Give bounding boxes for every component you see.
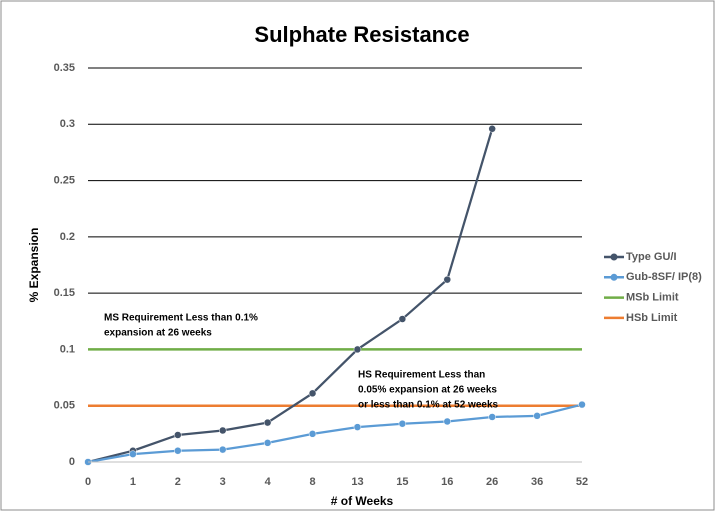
x-tick-label: 52 — [576, 476, 588, 488]
point — [353, 345, 362, 354]
y-tick-label: 0.2 — [60, 231, 75, 243]
y-tick-label: 0.05 — [54, 400, 75, 412]
annotation: HS Requirement Less than — [358, 370, 485, 381]
point — [488, 413, 496, 421]
legend-label: HSb Limit — [626, 312, 678, 324]
x-tick-label: 2 — [175, 476, 181, 488]
y-axis-label: % Expansion — [27, 228, 41, 303]
x-tick-label: 1 — [130, 476, 136, 488]
point — [398, 419, 407, 428]
point — [129, 450, 137, 458]
annotation: MS Requirement Less than 0.1% — [104, 313, 258, 324]
point — [398, 315, 407, 323]
point — [263, 439, 272, 447]
y-tick-label: 0 — [69, 456, 75, 468]
legend-label: Gub-8SF/ IP(8) — [626, 271, 702, 283]
x-tick-label: 3 — [220, 476, 226, 488]
point — [308, 430, 317, 438]
point — [443, 417, 452, 426]
x-tick-label: 16 — [441, 476, 453, 488]
point — [353, 423, 362, 431]
x-tick-label: 0 — [85, 476, 91, 488]
chart-title: Sulphate Resistance — [254, 22, 469, 47]
y-tick-label: 0.25 — [54, 174, 75, 186]
y-tick-label: 0.1 — [60, 343, 75, 355]
annotation: 0.05% expansion at 26 weeks — [358, 385, 497, 396]
chart-border — [0, 0, 715, 511]
annotation: or less than 0.1% at 52 weeks — [358, 400, 499, 411]
point — [578, 400, 586, 409]
point — [443, 275, 452, 284]
annotation: expansion at 26 weeks — [104, 328, 212, 339]
y-tick-label: 0.15 — [54, 287, 75, 299]
x-tick-label: 8 — [309, 476, 315, 488]
series-line — [87, 128, 494, 464]
point — [174, 446, 182, 455]
legend-marker — [610, 273, 618, 281]
x-tick-label: 15 — [396, 476, 408, 488]
point — [218, 445, 227, 454]
series-line — [87, 403, 583, 464]
legend-marker — [610, 253, 618, 261]
x-tick-label: 13 — [351, 476, 363, 488]
legend-label: Type GU/I — [626, 251, 677, 263]
x-axis-label: # of Weeks — [331, 494, 394, 508]
point — [488, 125, 496, 133]
legend-label: MSb Limit — [626, 292, 679, 304]
x-tick-label: 36 — [531, 476, 543, 488]
point — [308, 389, 317, 398]
point — [218, 426, 227, 435]
point — [533, 412, 541, 420]
x-tick-label: 26 — [486, 476, 498, 488]
point — [263, 418, 272, 427]
x-tick-label: 4 — [265, 476, 272, 488]
y-tick-label: 0.3 — [60, 118, 75, 130]
point — [174, 431, 182, 439]
y-tick-label: 0.35 — [54, 62, 75, 74]
